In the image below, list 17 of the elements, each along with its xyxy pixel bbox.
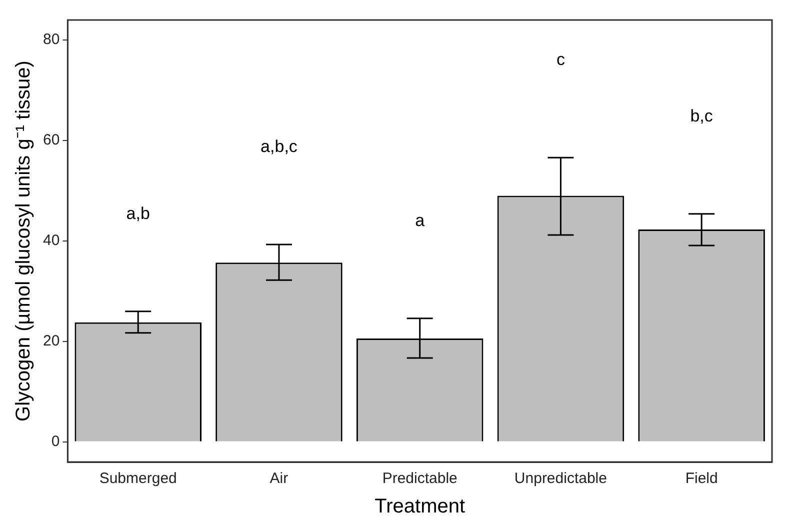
annotation: a,b bbox=[126, 204, 150, 223]
y-tick-label: 60 bbox=[42, 132, 60, 149]
x-tick-label: Predictable bbox=[382, 470, 458, 488]
x-axis-title: Treatment bbox=[374, 496, 466, 518]
y-tick-label: 80 bbox=[42, 31, 60, 48]
x-tick-label: Submerged bbox=[99, 470, 177, 488]
annotation: a bbox=[415, 210, 426, 230]
x-tick-label: Field bbox=[685, 470, 718, 488]
y-tick-label: 0 bbox=[51, 433, 60, 450]
y-axis-title: Glycogen (µmol glucosyl units g⁻¹ tissue) bbox=[12, 60, 35, 422]
annotation: a,b,c bbox=[260, 136, 298, 156]
x-tick-label: Air bbox=[270, 470, 288, 488]
annotation: b,c bbox=[690, 106, 714, 126]
x-tick-label: Unpredictable bbox=[514, 470, 607, 488]
annotation: c bbox=[556, 50, 566, 70]
y-tick-label: 40 bbox=[42, 232, 60, 250]
y-tick-label: 20 bbox=[42, 332, 60, 350]
